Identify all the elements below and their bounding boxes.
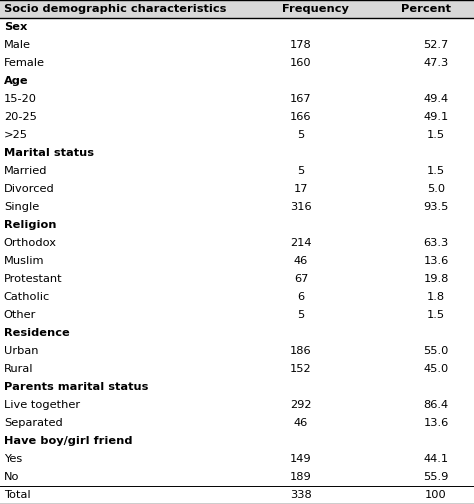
Text: 67: 67: [294, 274, 308, 284]
Text: Rural: Rural: [4, 364, 33, 374]
Text: 86.4: 86.4: [423, 400, 449, 410]
Text: Age: Age: [4, 76, 28, 86]
Text: 166: 166: [290, 112, 312, 122]
Text: Catholic: Catholic: [4, 292, 50, 302]
Text: Muslim: Muslim: [4, 256, 44, 266]
Text: 5: 5: [297, 130, 305, 140]
Text: Residence: Residence: [4, 328, 70, 338]
Text: Frequency: Frequency: [282, 4, 349, 14]
Text: 167: 167: [290, 94, 312, 104]
Text: 186: 186: [290, 346, 312, 356]
Text: Religion: Religion: [4, 220, 56, 230]
Text: 189: 189: [290, 472, 312, 482]
Text: 13.6: 13.6: [423, 418, 449, 428]
Bar: [0, 0, 474, 18]
Text: 149: 149: [290, 454, 312, 464]
Text: No: No: [4, 472, 19, 482]
Text: 46: 46: [294, 418, 308, 428]
Text: Live together: Live together: [4, 400, 80, 410]
Text: 55.0: 55.0: [423, 346, 449, 356]
Text: 19.8: 19.8: [423, 274, 449, 284]
Text: 316: 316: [290, 202, 312, 212]
Text: 49.4: 49.4: [423, 94, 449, 104]
Text: Yes: Yes: [4, 454, 22, 464]
Text: 1.5: 1.5: [427, 166, 445, 176]
Text: 6: 6: [297, 292, 305, 302]
Text: 1.5: 1.5: [427, 130, 445, 140]
Text: Protestant: Protestant: [4, 274, 63, 284]
Text: 5: 5: [297, 166, 305, 176]
Text: Other: Other: [4, 310, 36, 320]
Text: Married: Married: [4, 166, 47, 176]
Text: 45.0: 45.0: [423, 364, 449, 374]
Text: Have boy/girl friend: Have boy/girl friend: [4, 436, 132, 446]
Text: Total: Total: [4, 490, 30, 500]
Text: 160: 160: [290, 58, 312, 68]
Text: 55.9: 55.9: [423, 472, 449, 482]
Text: 100: 100: [425, 490, 447, 500]
Text: Male: Male: [4, 40, 31, 50]
Text: Parents marital status: Parents marital status: [4, 382, 148, 392]
Text: Sex: Sex: [4, 22, 27, 32]
Text: 1.8: 1.8: [427, 292, 445, 302]
Text: Orthodox: Orthodox: [4, 238, 57, 248]
Text: 20-25: 20-25: [4, 112, 36, 122]
Text: 178: 178: [290, 40, 312, 50]
Text: 93.5: 93.5: [423, 202, 449, 212]
Text: Separated: Separated: [4, 418, 63, 428]
Text: 5: 5: [297, 310, 305, 320]
Text: >25: >25: [4, 130, 28, 140]
Text: 46: 46: [294, 256, 308, 266]
Text: 338: 338: [290, 490, 312, 500]
Text: 214: 214: [290, 238, 312, 248]
Text: 44.1: 44.1: [423, 454, 449, 464]
Text: 17: 17: [294, 184, 308, 194]
Text: 5.0: 5.0: [427, 184, 445, 194]
Text: Urban: Urban: [4, 346, 38, 356]
Text: 47.3: 47.3: [423, 58, 449, 68]
Text: 15-20: 15-20: [4, 94, 37, 104]
Text: 1.5: 1.5: [427, 310, 445, 320]
Text: 13.6: 13.6: [423, 256, 449, 266]
Text: Female: Female: [4, 58, 45, 68]
Text: 52.7: 52.7: [423, 40, 449, 50]
Text: 292: 292: [290, 400, 312, 410]
Text: Percent: Percent: [401, 4, 450, 14]
Text: Marital status: Marital status: [4, 148, 94, 158]
Text: 152: 152: [290, 364, 312, 374]
Text: Single: Single: [4, 202, 39, 212]
Text: Divorced: Divorced: [4, 184, 55, 194]
Text: 49.1: 49.1: [423, 112, 449, 122]
Text: Socio demographic characteristics: Socio demographic characteristics: [4, 4, 226, 14]
Text: 63.3: 63.3: [423, 238, 449, 248]
